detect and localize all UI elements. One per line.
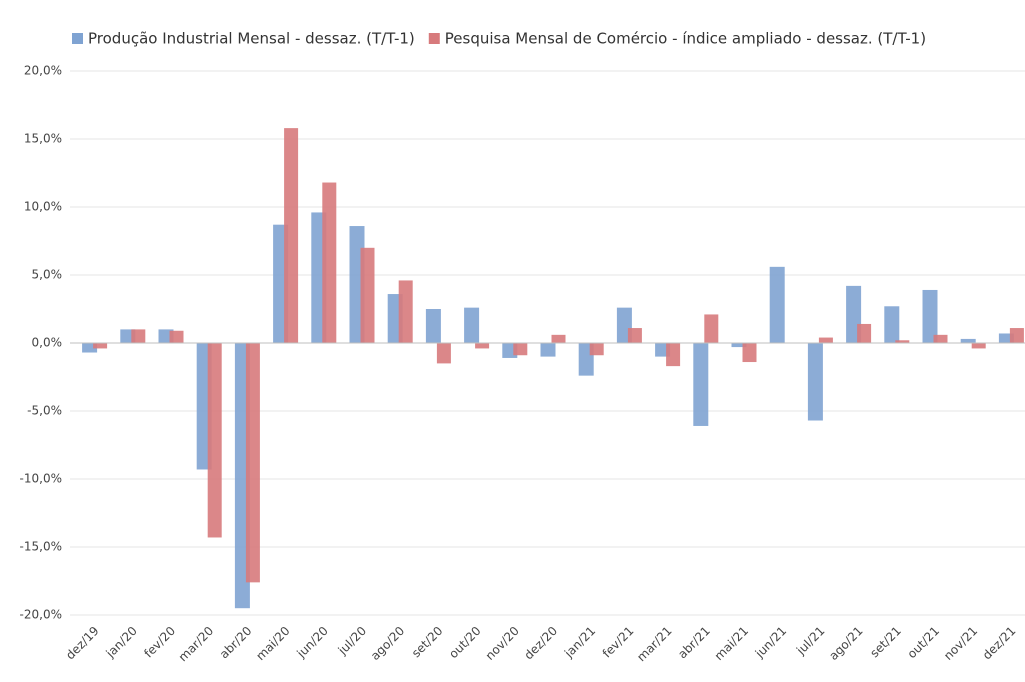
bar <box>1009 328 1024 343</box>
bar <box>589 343 604 356</box>
x-tick-label: mai/21 <box>712 624 751 663</box>
bar <box>693 343 709 426</box>
bar <box>857 323 872 343</box>
bar <box>475 343 490 349</box>
x-tick-label: jun/21 <box>752 624 789 661</box>
x-tick-label: set/21 <box>867 624 904 661</box>
x-tick-label: jun/20 <box>294 624 331 661</box>
x-tick-label: mai/20 <box>253 624 292 663</box>
bar <box>93 343 108 349</box>
x-tick-label: dez/19 <box>63 624 102 663</box>
x-tick-label: ago/20 <box>368 624 407 663</box>
bar <box>284 128 299 343</box>
y-tick-label: 15,0% <box>24 132 62 146</box>
bar <box>169 330 184 343</box>
x-tick-label: ago/21 <box>826 624 865 663</box>
bar <box>322 182 337 343</box>
x-tick-label: dez/20 <box>521 624 560 663</box>
bar <box>360 247 375 343</box>
bar <box>627 328 642 343</box>
bar <box>971 343 986 349</box>
bar <box>540 343 556 357</box>
bar <box>207 343 222 538</box>
y-tick-label: -20,0% <box>20 608 62 622</box>
legend-text: Produção Industrial Mensal - dessaz. (T/… <box>88 30 415 48</box>
bar <box>818 337 833 343</box>
x-tick-label: nov/20 <box>483 624 522 663</box>
y-tick-label: -5,0% <box>27 404 62 418</box>
bar <box>742 343 757 363</box>
x-tick-label: abr/21 <box>675 624 713 662</box>
y-tick-label: 5,0% <box>32 268 63 282</box>
x-tick-label: out/21 <box>905 624 942 661</box>
bar <box>895 340 910 343</box>
x-tick-label: jan/20 <box>103 624 140 661</box>
bar <box>464 307 480 343</box>
bar <box>436 343 451 364</box>
bar <box>666 343 681 367</box>
x-tick-label: jan/21 <box>561 624 598 661</box>
bar <box>551 334 566 343</box>
legend-text: Pesquisa Mensal de Comércio - índice amp… <box>445 30 926 48</box>
bar <box>884 306 900 343</box>
y-tick-label: 0,0% <box>32 336 63 350</box>
x-tick-label: jul/20 <box>335 624 369 658</box>
bar <box>131 329 146 343</box>
bar <box>769 266 785 343</box>
y-tick-label: -15,0% <box>20 540 62 554</box>
x-tick-label: fev/21 <box>600 624 637 661</box>
y-tick-label: 20,0% <box>24 64 62 78</box>
bar <box>398 280 413 343</box>
bar <box>731 343 747 348</box>
bar <box>245 343 260 583</box>
y-tick-label: -10,0% <box>20 472 62 486</box>
x-tick-label: jul/21 <box>793 624 827 658</box>
legend-swatch <box>72 33 83 44</box>
bar <box>807 343 823 421</box>
bar <box>933 334 948 343</box>
x-tick-label: mar/21 <box>634 624 675 665</box>
x-tick-label: out/20 <box>446 624 483 661</box>
bar <box>922 289 938 343</box>
bar <box>960 338 976 343</box>
x-tick-label: mar/20 <box>176 624 217 665</box>
bar <box>513 343 528 356</box>
x-tick-label: set/20 <box>409 624 446 661</box>
x-tick-label: nov/21 <box>941 624 980 663</box>
legend-swatch <box>428 33 440 44</box>
bar <box>998 333 1014 343</box>
bar <box>82 343 98 353</box>
x-tick-label: fev/20 <box>141 624 178 661</box>
y-tick-label: 10,0% <box>24 200 62 214</box>
x-tick-label: dez/21 <box>980 624 1019 663</box>
bar <box>704 314 719 343</box>
x-tick-label: abr/20 <box>217 624 255 662</box>
bar <box>425 309 441 343</box>
